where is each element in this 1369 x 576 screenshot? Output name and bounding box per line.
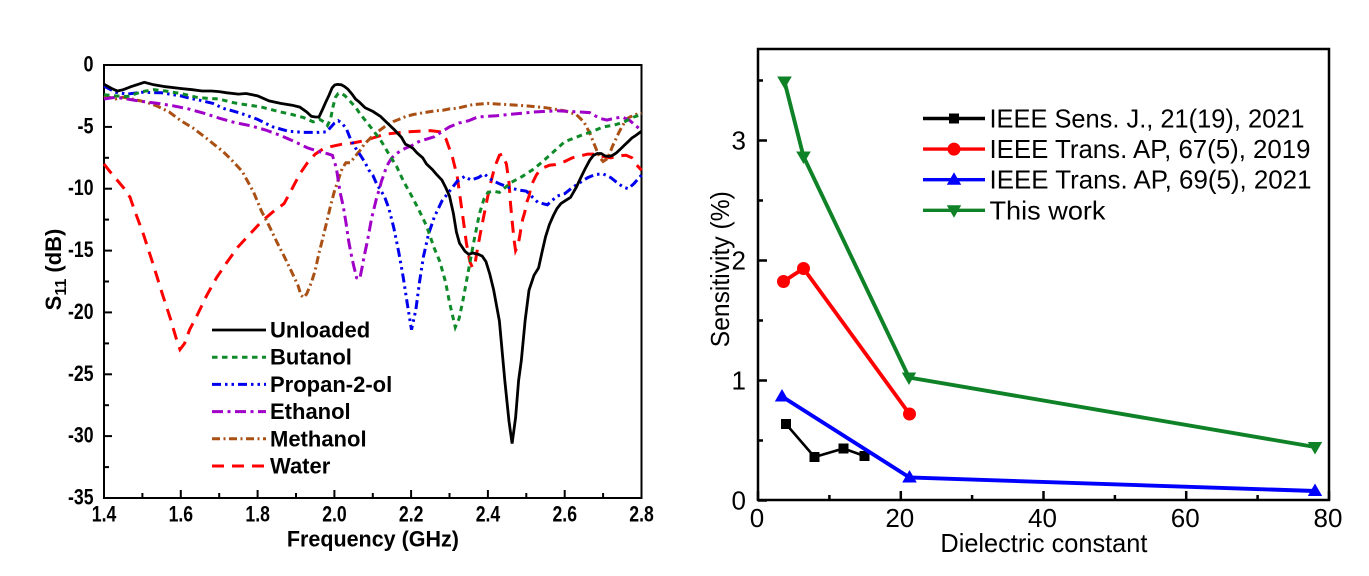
svg-text:1.8: 1.8 <box>245 502 270 527</box>
svg-text:IEEE Trans. AP, 69(5), 2021: IEEE Trans. AP, 69(5), 2021 <box>990 165 1312 195</box>
svg-text:2: 2 <box>732 246 746 276</box>
svg-text:Dielectric constant: Dielectric constant <box>940 528 1148 558</box>
svg-text:-10: -10 <box>68 175 94 200</box>
svg-text:IEEE Sens. J., 21(19), 2021: IEEE Sens. J., 21(19), 2021 <box>990 104 1305 134</box>
svg-text:-5: -5 <box>78 113 94 138</box>
svg-text:2.4: 2.4 <box>476 502 501 527</box>
svg-text:80: 80 <box>1314 503 1343 533</box>
svg-text:2.8: 2.8 <box>629 502 654 527</box>
svg-text:0: 0 <box>732 486 746 516</box>
svg-text:1: 1 <box>732 366 746 396</box>
svg-text:2.2: 2.2 <box>399 502 424 527</box>
svg-text:-25: -25 <box>68 361 94 386</box>
svg-text:S11 (dB): S11 (dB) <box>41 229 70 311</box>
svg-text:20: 20 <box>885 503 914 533</box>
svg-text:40: 40 <box>1028 503 1057 533</box>
svg-text:3: 3 <box>732 126 746 156</box>
svg-text:60: 60 <box>1171 503 1200 533</box>
svg-text:Ethanol: Ethanol <box>270 399 351 424</box>
svg-text:2.0: 2.0 <box>322 502 347 527</box>
svg-text:-30: -30 <box>68 423 94 448</box>
svg-text:Propan-2-ol: Propan-2-ol <box>270 372 392 397</box>
svg-text:Water: Water <box>270 454 331 479</box>
svg-text:This work: This work <box>990 195 1107 225</box>
svg-text:2.6: 2.6 <box>553 502 578 527</box>
svg-text:Methanol: Methanol <box>270 426 367 451</box>
svg-text:0: 0 <box>84 52 94 77</box>
svg-text:-15: -15 <box>68 237 94 262</box>
svg-text:Frequency (GHz): Frequency (GHz) <box>287 527 459 552</box>
svg-text:1.4: 1.4 <box>92 502 117 527</box>
svg-text:1.6: 1.6 <box>169 502 194 527</box>
svg-text:0: 0 <box>750 503 764 533</box>
svg-text:Butanol: Butanol <box>270 345 352 370</box>
svg-text:-35: -35 <box>68 485 94 510</box>
svg-text:Sensitivity (%): Sensitivity (%) <box>705 191 735 347</box>
svg-text:-20: -20 <box>68 299 94 324</box>
svg-text:Unloaded: Unloaded <box>270 318 370 343</box>
svg-text:IEEE Trans. AP, 67(5), 2019: IEEE Trans. AP, 67(5), 2019 <box>990 134 1311 164</box>
